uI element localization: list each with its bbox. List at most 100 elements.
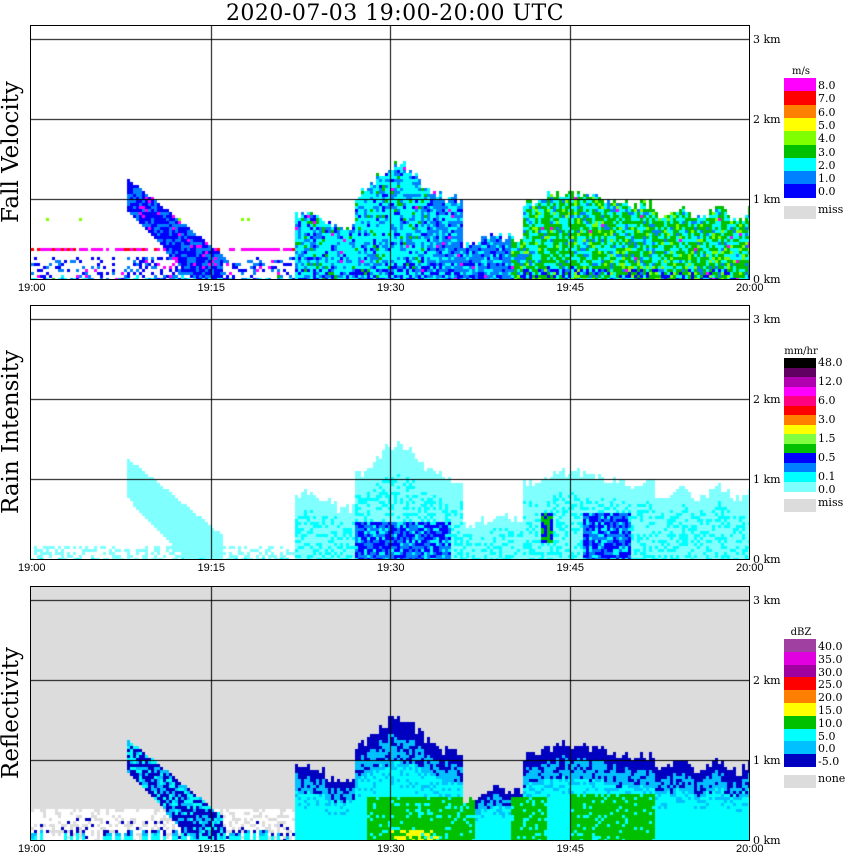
- colorbar-swatch: [784, 415, 816, 425]
- x-tick-label: 19:30: [377, 843, 405, 855]
- colorbar-tick-label: 20.0: [818, 691, 843, 705]
- colorbar-swatch: [784, 728, 816, 742]
- colorbar-missing-label: none: [818, 772, 846, 785]
- colorbar-legend: dBZ 40.0 35.0 30.0 25.0 20.0 15.0 10.0 5.0 0.0 -5.…: [784, 627, 850, 789]
- colorbar-swatch: [784, 664, 816, 678]
- y-tick-label: 1 km: [753, 473, 781, 486]
- colorbar-missing-swatch: [784, 205, 816, 219]
- x-tick-label: 19:15: [197, 843, 226, 855]
- y-axis-label-fall-velocity: Fall Velocity: [0, 81, 24, 224]
- colorbar-swatch: [784, 104, 816, 119]
- colorbar-swatch: [784, 367, 816, 378]
- colorbar-tick-label: 6.0: [818, 394, 836, 407]
- colorbar-tick-label: 0.0: [818, 742, 836, 756]
- colorbar-tick-label: 35.0: [818, 652, 843, 666]
- colorbar-tick-label: 0.0: [818, 185, 836, 199]
- colorbar-swatch: [784, 396, 816, 406]
- colorbar-unit: dBZ: [790, 627, 812, 638]
- colorbar-tick-label: -5.0: [818, 755, 840, 769]
- colorbar-swatch: [784, 171, 816, 185]
- colorbar-tick-label: 3.0: [818, 413, 836, 426]
- colorbar-swatch: [784, 405, 816, 416]
- colorbar-missing-swatch: [784, 499, 816, 512]
- y-tick-label: 2 km: [753, 113, 781, 126]
- colorbar-swatch: [784, 703, 816, 717]
- colorbar-swatch: [784, 443, 816, 454]
- chart-title: 2020-07-03 19:00-20:00 UTC: [225, 1, 565, 26]
- colorbar-swatch: [784, 157, 816, 172]
- colorbar-tick-label: 5.0: [818, 729, 836, 743]
- colorbar-swatch: [784, 91, 816, 106]
- y-tick-label: 3 km: [753, 594, 781, 607]
- colorbar-tick-label: 40.0: [818, 640, 843, 653]
- x-tick-label: 20:00: [736, 282, 764, 294]
- colorbar-swatch: [784, 472, 816, 482]
- colorbar-swatch: [784, 78, 816, 92]
- y-axis-label-reflectivity: Reflectivity: [0, 647, 24, 780]
- colorbar-swatch: [784, 184, 816, 199]
- colorbar-tick-label: 7.0: [818, 92, 836, 106]
- colorbar-tick-label: 0.5: [818, 451, 836, 464]
- colorbar-swatch: [784, 677, 816, 691]
- colorbar-swatch: [784, 358, 816, 368]
- colorbar-tick-label: 0.0: [818, 483, 836, 496]
- colorbar-swatch: [784, 131, 816, 145]
- y-tick-label: 0 km: [753, 553, 781, 566]
- y-tick-label: 3 km: [753, 313, 781, 326]
- colorbar-swatch: [784, 481, 816, 492]
- colorbar-swatch: [784, 715, 816, 730]
- colorbar-missing-label: miss: [818, 202, 844, 216]
- x-tick-label: 19:45: [556, 282, 585, 294]
- colorbar-tick-label: 3.0: [818, 145, 836, 159]
- colorbar-missing-label: miss: [818, 496, 844, 509]
- x-tick-label: 19:15: [197, 562, 226, 574]
- x-tick-label: 19:30: [377, 562, 405, 574]
- colorbar-tick-label: 12.0: [818, 375, 843, 388]
- colorbar-tick-label: 25.0: [818, 678, 843, 692]
- colorbar-tick-label: 10.0: [818, 716, 843, 730]
- colorbar-tick-label: 4.0: [818, 132, 836, 146]
- colorbar-tick-label: 1.0: [818, 172, 836, 186]
- reflectivity-heatmap: [31, 587, 749, 840]
- y-tick-label: 0 km: [753, 273, 781, 286]
- y-tick-label: 1 km: [753, 193, 781, 206]
- colorbar-swatch: [784, 434, 816, 444]
- x-tick-label: 20:00: [736, 562, 764, 574]
- y-tick-label: 1 km: [753, 754, 781, 767]
- y-tick-label: 2 km: [753, 393, 781, 406]
- colorbar-swatch: [784, 144, 816, 159]
- x-tick-label: 19:00: [18, 843, 46, 855]
- x-tick-label: 19:00: [18, 282, 46, 294]
- y-tick-label: 0 km: [753, 834, 781, 847]
- colorbar-tick-label: 5.0: [818, 118, 836, 132]
- colorbar-swatch: [784, 651, 816, 666]
- x-tick-label: 19:45: [556, 562, 585, 574]
- colorbar-swatch: [784, 117, 816, 132]
- colorbar-tick-label: 48.0: [818, 356, 843, 369]
- colorbar-swatch: [784, 639, 816, 653]
- fall-velocity-heatmap: [31, 26, 749, 279]
- x-tick-label: 20:00: [736, 843, 764, 855]
- x-tick-label: 19:00: [18, 562, 46, 574]
- rain-intensity-heatmap: [31, 306, 749, 559]
- fall-velocity-plot: [30, 25, 750, 280]
- x-tick-label: 19:15: [197, 282, 226, 294]
- y-tick-label: 3 km: [753, 33, 781, 46]
- colorbar-swatch: [784, 690, 816, 704]
- x-tick-label: 19:45: [556, 843, 585, 855]
- colorbar-swatch: [784, 741, 816, 755]
- colorbar-swatch: [784, 462, 816, 473]
- colorbar-tick-label: 8.0: [818, 79, 836, 92]
- colorbar-tick-label: 1.5: [818, 432, 836, 445]
- colorbar-tick-label: 6.0: [818, 105, 836, 119]
- colorbar-swatch: [784, 377, 816, 387]
- colorbar-swatch: [784, 386, 816, 397]
- colorbar-tick-label: 15.0: [818, 704, 843, 717]
- colorbar-swatch: [784, 424, 816, 435]
- colorbar-swatch: [784, 453, 816, 463]
- y-axis-label-rain-intensity: Rain Intensity: [0, 350, 24, 515]
- colorbar-tick-label: 0.1: [818, 470, 836, 483]
- colorbar-missing-swatch: [784, 775, 816, 788]
- colorbar-swatch: [784, 754, 816, 768]
- colorbar-legend: m/s 8.0 7.0 6.0 5.0 4.0 3.0 2.0 1.0 0.0 miss: [784, 66, 850, 228]
